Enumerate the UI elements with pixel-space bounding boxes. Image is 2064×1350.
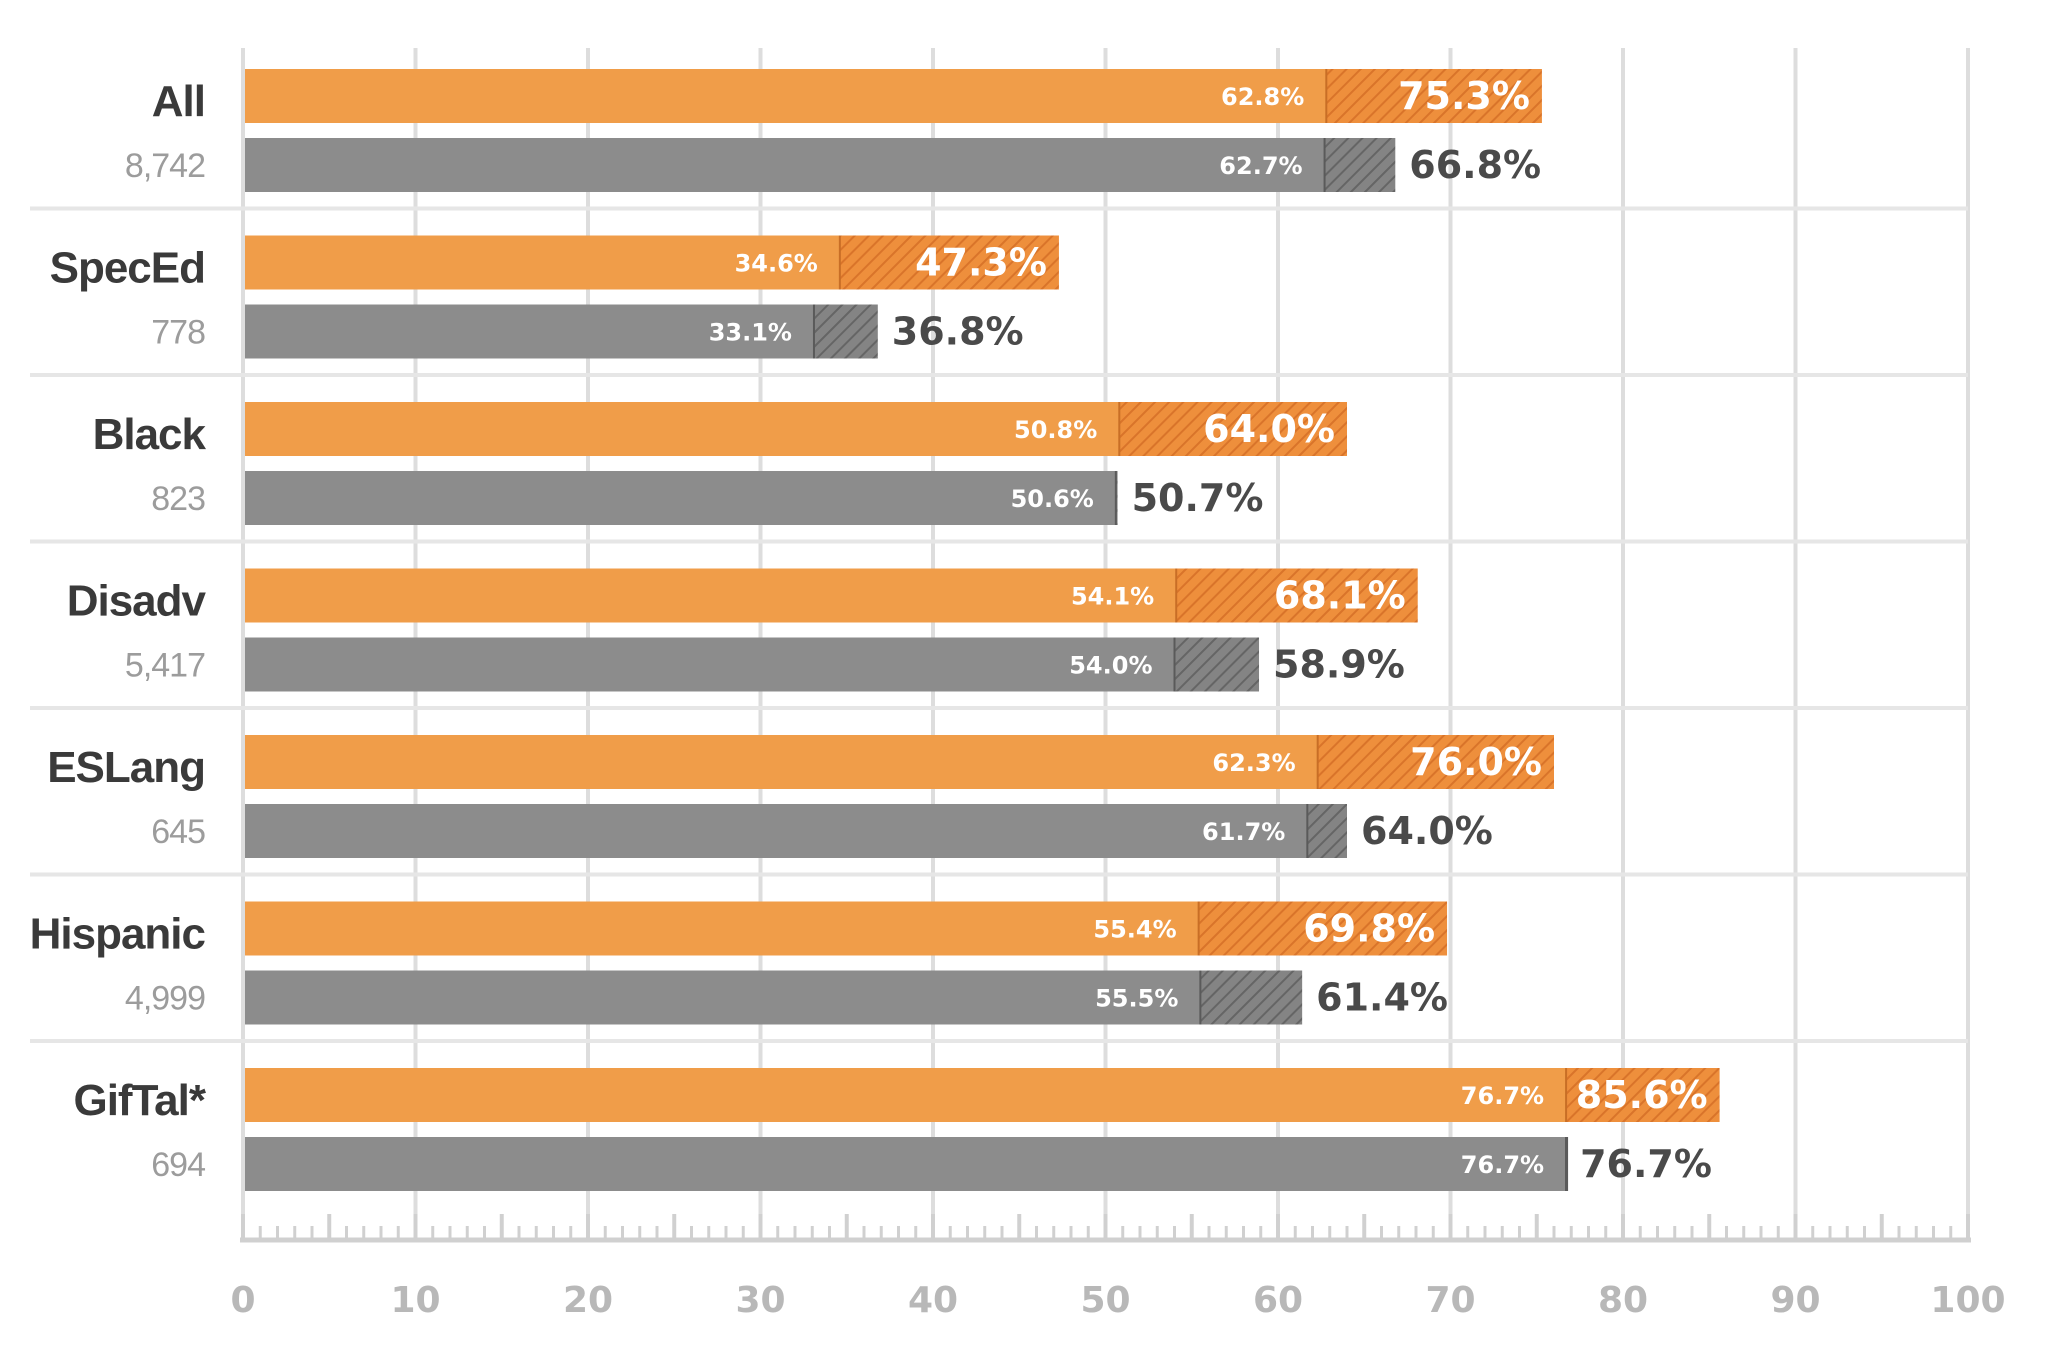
sample-size-label: 645 [151, 813, 205, 851]
sample-size-label: 778 [151, 314, 205, 352]
x-tick-label: 80 [1598, 1280, 1648, 1321]
orange-increment-bar [1198, 901, 1448, 956]
category-label: All [152, 77, 205, 126]
group-speced: SpecEd 778 34.6% 47.3% 33.1% 36.8% [50, 235, 1059, 359]
group-giftal: GifTal* 694 76.7% 85.6% 76.7% 76.7% [73, 1068, 1720, 1191]
gray-total-value-label: 61.4% [1316, 976, 1448, 1020]
x-tick-label: 40 [908, 1280, 958, 1321]
category-label: Black [93, 410, 207, 459]
orange-base-value-label: 55.4% [1093, 916, 1176, 944]
gray-base-bar [245, 471, 1116, 525]
gray-base-bar [245, 970, 1201, 1025]
x-tick-label: 70 [1425, 1280, 1475, 1321]
bars: All 8,742 62.8% 75.3% 62.7% 66.8% SpecEd 778 34.… [30, 69, 1720, 1191]
x-tick-label: 0 [230, 1280, 255, 1321]
orange-total-value-label: 76.0% [1410, 740, 1542, 784]
gray-total-value-label: 66.8% [1409, 143, 1541, 187]
orange-increment-bar [1176, 568, 1418, 623]
x-tick-label: 20 [563, 1280, 613, 1321]
group-disadv: Disadv 5,417 54.1% 68.1% 54.0% 58.9% [67, 568, 1418, 692]
orange-total-value-label: 85.6% [1576, 1073, 1708, 1117]
orange-base-bar [245, 402, 1120, 456]
orange-base-value-label: 62.8% [1221, 83, 1304, 111]
sample-size-label: 4,999 [125, 980, 205, 1018]
gray-total-value-label: 64.0% [1361, 809, 1493, 853]
gray-increment-bar [1324, 138, 1396, 192]
group-hispanic: Hispanic 4,999 55.4% 69.8% 55.5% 61.4% [30, 901, 1448, 1025]
orange-base-bar [245, 568, 1177, 623]
orange-total-value-label: 75.3% [1398, 74, 1530, 118]
orange-increment-bar [839, 235, 1059, 290]
orange-base-bar [245, 235, 840, 290]
gray-base-value-label: 55.5% [1095, 985, 1178, 1013]
x-tick-label: 100 [1930, 1280, 2005, 1321]
gray-base-bar [245, 304, 814, 359]
x-tick-label: 50 [1080, 1280, 1130, 1321]
gray-base-value-label: 61.7% [1202, 818, 1285, 846]
gray-increment-bar [1307, 804, 1347, 858]
orange-base-value-label: 62.3% [1212, 749, 1295, 777]
x-tick-label: 30 [735, 1280, 785, 1321]
sample-size-label: 823 [151, 480, 205, 518]
category-label: SpecEd [50, 244, 205, 293]
gray-increment-bar [1174, 637, 1260, 692]
orange-total-value-label: 69.8% [1303, 907, 1435, 951]
orange-base-bar [245, 735, 1318, 789]
sample-size-label: 5,417 [125, 647, 205, 685]
x-tick-label: 90 [1770, 1280, 1820, 1321]
group-all: All 8,742 62.8% 75.3% 62.7% 66.8% [125, 69, 1542, 192]
orange-increment-bar [1119, 402, 1347, 456]
gray-total-value-label: 50.7% [1132, 476, 1264, 520]
orange-base-bar [245, 69, 1327, 123]
gray-base-value-label: 54.0% [1069, 652, 1152, 680]
orange-increment-bar [1326, 69, 1542, 123]
sample-size-label: 694 [151, 1146, 205, 1184]
orange-base-bar [245, 901, 1199, 956]
x-tick-label: 10 [390, 1280, 440, 1321]
orange-total-value-label: 64.0% [1203, 407, 1335, 451]
gray-increment-bar [1200, 970, 1303, 1025]
gray-base-value-label: 50.6% [1011, 485, 1094, 513]
gray-total-value-label: 36.8% [892, 310, 1024, 354]
orange-base-value-label: 76.7% [1461, 1082, 1544, 1110]
sample-size-label: 8,742 [125, 147, 205, 185]
gray-increment-bar [813, 304, 878, 359]
group-black: Black 823 50.8% 64.0% 50.6% 50.7% [93, 402, 1347, 525]
orange-base-value-label: 34.6% [735, 250, 818, 278]
orange-base-bar [245, 1068, 1567, 1122]
gray-total-value-label: 58.9% [1273, 643, 1405, 687]
orange-base-value-label: 50.8% [1014, 416, 1097, 444]
gray-base-value-label: 62.7% [1219, 152, 1302, 180]
orange-base-value-label: 54.1% [1071, 583, 1154, 611]
gray-base-bar [245, 1137, 1567, 1191]
orange-total-value-label: 68.1% [1274, 574, 1406, 618]
orange-increment-bar [1566, 1068, 1720, 1122]
orange-increment-bar [1317, 735, 1554, 789]
gray-base-bar [245, 138, 1325, 192]
gray-base-bar [245, 804, 1308, 858]
category-label: Hispanic [30, 910, 206, 959]
category-label: GifTal* [73, 1076, 206, 1125]
orange-total-value-label: 47.3% [915, 241, 1047, 285]
category-label: ESLang [47, 743, 205, 792]
gray-base-bar [245, 637, 1175, 692]
group-eslang: ESLang 645 62.3% 76.0% 61.7% 64.0% [47, 735, 1554, 858]
x-axis: 0 10 20 30 40 50 60 70 80 90 100 [230, 1214, 2006, 1321]
gray-base-value-label: 76.7% [1461, 1151, 1544, 1179]
x-tick-label: 60 [1253, 1280, 1303, 1321]
gray-base-value-label: 33.1% [709, 319, 792, 347]
category-label: Disadv [67, 577, 207, 626]
gray-total-value-label: 76.7% [1580, 1142, 1712, 1186]
